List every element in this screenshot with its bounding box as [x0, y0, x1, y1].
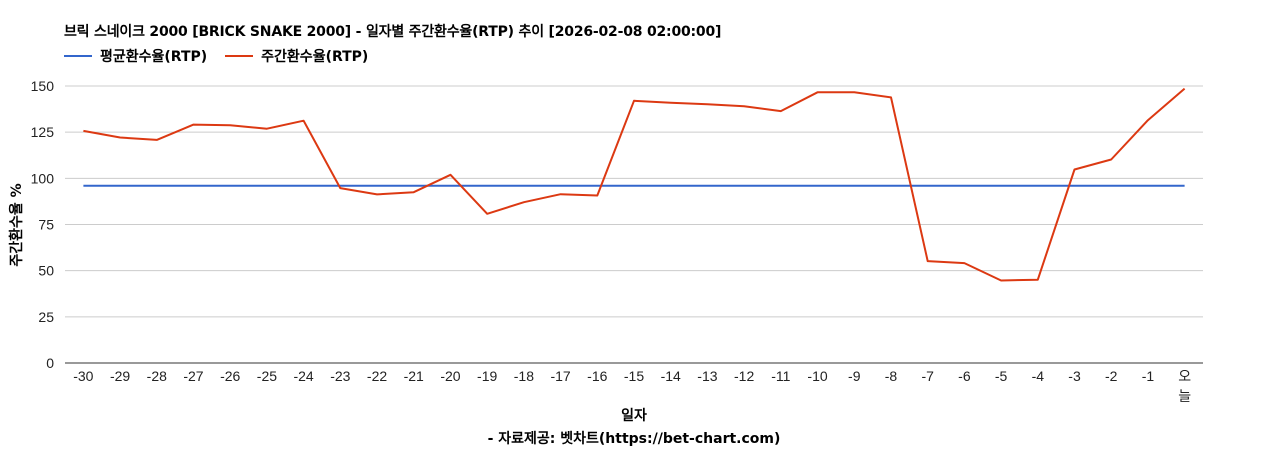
x-axis-ticks: -30 -29 -28 -27 -26 -25 -24 -23 -22 -21 -20 -19 -18-…	[73, 368, 1191, 404]
x-tick-label: -5	[995, 368, 1008, 384]
y-tick-label: 50	[38, 263, 54, 279]
x-tick-label: -3	[1068, 368, 1081, 384]
x-tick-label: 오	[1178, 368, 1191, 384]
x-tick-label: -10	[807, 368, 827, 384]
y-tick-label: 100	[31, 170, 55, 186]
legend-item-average[interactable]: 평균환수율(RTP)	[64, 46, 207, 66]
legend-label-weekly: 주간환수율(RTP)	[261, 49, 369, 65]
y-axis-label: 주간환수율 %	[9, 183, 25, 267]
x-tick-label: 늘	[1178, 388, 1191, 404]
x-tick-label: -4	[1032, 368, 1045, 384]
x-tick-label: -9	[848, 368, 861, 384]
chart-title: 브릭 스네이크 2000 [BRICK SNAKE 2000] - 일자별 주간…	[64, 24, 722, 40]
series-lines	[83, 87, 1186, 282]
gridlines	[65, 85, 1203, 364]
x-tick-label: -14	[661, 368, 681, 384]
legend-label-average: 평균환수율(RTP)	[100, 49, 208, 65]
legend-swatch-weekly	[225, 55, 254, 57]
legend-swatch-average	[64, 55, 92, 57]
y-tick-label: 75	[38, 217, 54, 233]
x-tick-label: -21	[404, 368, 424, 384]
x-tick-label: -20	[440, 368, 460, 384]
x-tick-label: -25	[257, 368, 277, 384]
legend: 평균환수율(RTP) 주간환수율(RTP)	[64, 46, 368, 66]
x-tick-label: -15	[624, 368, 644, 384]
x-tick-label: -22	[367, 368, 387, 384]
x-tick-label: -23	[330, 368, 350, 384]
x-tick-label: -17	[550, 368, 570, 384]
x-tick-label: -26	[220, 368, 240, 384]
x-tick-label: -27	[183, 368, 203, 384]
x-axis-label: 일자	[621, 408, 647, 424]
y-tick-label: 0	[46, 355, 54, 371]
x-tick-label: -2	[1105, 368, 1118, 384]
y-tick-label: 150	[31, 78, 55, 94]
x-tick-label: -16	[587, 368, 607, 384]
y-tick-label: 25	[38, 309, 54, 325]
x-tick-label: -18	[514, 368, 534, 384]
x-tick-label: -29	[110, 368, 130, 384]
x-tick-label: -6	[958, 368, 971, 384]
legend-item-weekly[interactable]: 주간환수율(RTP)	[225, 46, 368, 66]
x-tick-label: -1	[1142, 368, 1155, 384]
x-tick-label: -24	[293, 368, 313, 384]
source-credit: - 자료제공: 벳차트(https://bet-chart.com)	[487, 431, 781, 447]
x-tick-label: -19	[477, 368, 497, 384]
y-tick-label: 125	[31, 124, 55, 140]
x-tick-label: -13	[697, 368, 717, 384]
x-tick-label: -8	[885, 368, 898, 384]
y-axis-ticks: 0 25 50 75 100 125 150	[31, 78, 55, 371]
x-tick-label: -28	[147, 368, 167, 384]
x-tick-label: -7	[921, 368, 934, 384]
x-tick-label: -30	[73, 368, 93, 384]
x-tick-label: -11	[771, 368, 790, 384]
x-tick-label: -12	[734, 368, 754, 384]
weekly-rtp-line[interactable]	[83, 87, 1186, 282]
